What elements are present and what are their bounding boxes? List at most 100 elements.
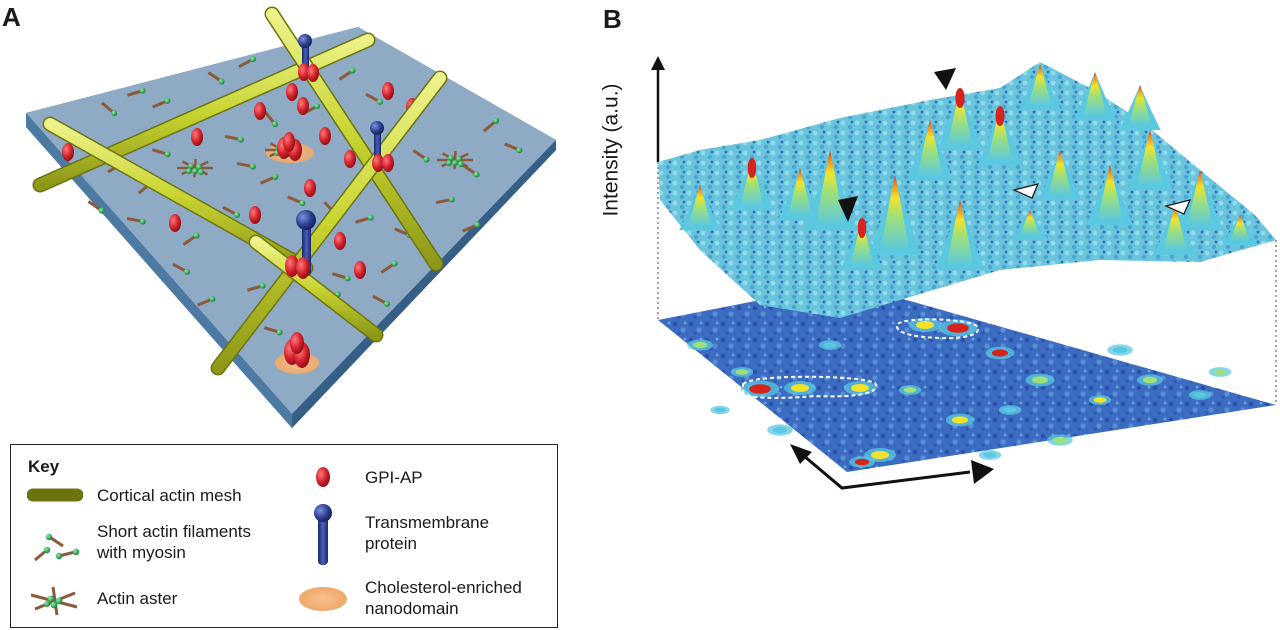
- intensity-peak: [730, 158, 774, 210]
- short-filament: [462, 164, 480, 178]
- intensity-peak: [1019, 64, 1061, 110]
- short-filament: [504, 142, 523, 154]
- actin-rod-icon: [27, 488, 83, 502]
- panel-a-label: A: [2, 2, 21, 32]
- key-title: Key: [28, 457, 60, 476]
- short-filament: [338, 67, 356, 81]
- actin-rod: [250, 236, 382, 341]
- short-filament: [354, 214, 374, 224]
- short-filament: [246, 282, 266, 292]
- intensity-peak: [840, 218, 884, 270]
- short-filament: [224, 134, 244, 143]
- short-filament: [287, 195, 306, 207]
- short-filament: [263, 326, 283, 336]
- heatmap-floor: [658, 283, 1276, 472]
- intensity-surface: [658, 62, 1276, 318]
- intensity-peak: [1177, 170, 1223, 230]
- short-filament: [482, 117, 500, 133]
- intensity-peak: [907, 120, 953, 180]
- actin-aster: [177, 158, 213, 178]
- short-filament: [151, 148, 171, 158]
- intensity-peak: [935, 200, 985, 270]
- gpi-ap: [169, 214, 181, 232]
- intensity-peak: [679, 185, 721, 230]
- key-label-cortical-actin: Cortical actin mesh: [97, 486, 242, 505]
- short-filament: [152, 97, 171, 109]
- key-legend: Key Cortical actin mesh Short actin fila…: [10, 444, 558, 628]
- nanodomain-icon: [299, 587, 347, 611]
- short-filament: [372, 294, 391, 307]
- gpi-ap: [254, 102, 266, 120]
- short-filament: [236, 161, 256, 170]
- intensity-peak: [937, 88, 983, 150]
- gpi-cluster-on-nanodomain: [277, 132, 310, 368]
- key-label-transmembrane: Transmembrane protein: [365, 513, 490, 553]
- intensity-peak: [1038, 150, 1082, 200]
- cortical-actin-mesh: [32, 6, 448, 376]
- intensity-peak: [1087, 165, 1133, 225]
- short-filament: [365, 92, 384, 105]
- short-filament: [380, 260, 398, 274]
- short-filament: [260, 173, 279, 185]
- actin-aster: [437, 150, 473, 170]
- key-label-short-filaments: Short actin filaments with myosin: [97, 522, 252, 562]
- gpi-ap: [304, 179, 316, 197]
- transmembrane-cluster: [298, 34, 319, 82]
- gpi-ap: [344, 150, 356, 168]
- intensity-peak: [977, 106, 1023, 165]
- gpi-ap: [382, 82, 394, 100]
- gpi-ap: [286, 83, 298, 101]
- transmembrane-cluster: [285, 210, 316, 279]
- y-axis-label: Intensity (a.u.): [599, 83, 623, 217]
- actin-aster-icon: [30, 586, 78, 616]
- short-filament: [331, 272, 351, 282]
- short-filament: [412, 149, 430, 163]
- black-arrowhead-marker: [838, 196, 858, 222]
- white-arrowhead-marker: [1012, 183, 1040, 199]
- intensity-peak: [778, 168, 822, 220]
- short-filament: [182, 232, 200, 246]
- intensity-peak: [1127, 130, 1173, 190]
- short-filament: [222, 205, 241, 218]
- intensity-peak: [1153, 205, 1197, 255]
- short-filament: [197, 295, 216, 307]
- y-axis-arrowhead: [651, 56, 665, 70]
- panel-b-label: B: [603, 4, 622, 34]
- short-filament: [126, 216, 146, 225]
- xy-axis-arrows: [790, 444, 994, 490]
- key-label-actin-aster: Actin aster: [97, 589, 178, 608]
- short-filament: [87, 200, 105, 214]
- intensity-peak: [1221, 215, 1259, 245]
- white-arrowhead-marker: [1164, 199, 1192, 215]
- key-label-gpi-ap: GPI-AP: [365, 468, 423, 487]
- gpi-ap: [297, 97, 309, 115]
- intensity-peak: [1073, 72, 1117, 120]
- short-filament: [263, 110, 278, 128]
- key-label-nanodomain: Cholesterol-enriched nanodomain: [365, 578, 522, 618]
- short-filament: [172, 262, 191, 275]
- actin-rod: [212, 72, 446, 374]
- short-filament-icon: [34, 533, 80, 562]
- gpi-ap: [249, 206, 261, 224]
- short-filament: [100, 101, 118, 117]
- gpi-ap: [62, 143, 74, 161]
- short-filament: [207, 71, 225, 85]
- gpi-ap-group: [62, 82, 418, 279]
- gpi-ap: [354, 261, 366, 279]
- transmembrane-cluster: [370, 121, 394, 172]
- transmembrane-protein-icon: [314, 504, 332, 565]
- intensity-peak: [1011, 210, 1049, 240]
- intensity-peak: [869, 175, 921, 255]
- short-filament: [435, 196, 455, 205]
- intensity-peak: [1119, 85, 1161, 130]
- actin-rod: [266, 8, 442, 270]
- short-filament: [462, 221, 481, 233]
- short-filament: [126, 87, 146, 97]
- gpi-ap-icon: [316, 467, 330, 487]
- short-filament: [238, 56, 257, 69]
- black-arrowhead-marker: [934, 68, 956, 90]
- gpi-ap: [191, 128, 203, 146]
- gpi-ap: [334, 232, 346, 250]
- gpi-ap: [319, 127, 331, 145]
